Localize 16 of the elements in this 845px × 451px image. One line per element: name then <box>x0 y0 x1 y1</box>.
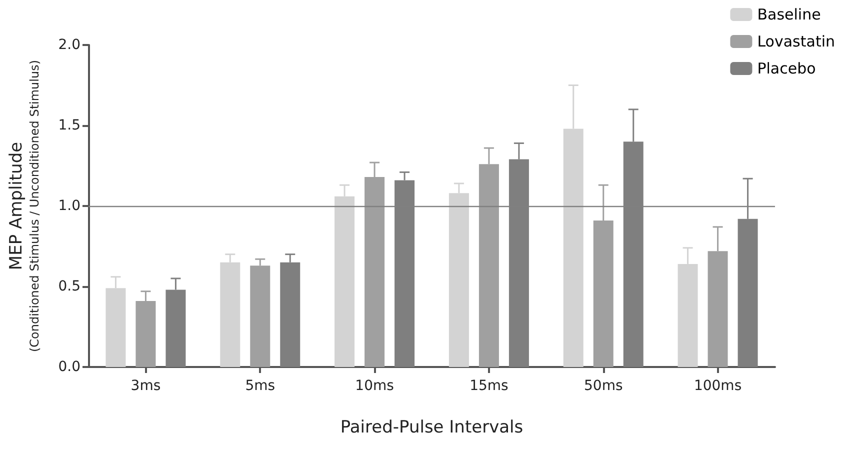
y-tick-label: 1.0 <box>58 198 80 214</box>
x-tick-label: 5ms <box>245 378 276 394</box>
y-axis-title: MEP Amplitude (Conditioned Stimulus / Unconditioned Stimulus) <box>6 60 42 352</box>
y-tick-label: 0.5 <box>58 278 80 294</box>
legend-label: Placebo <box>757 60 816 78</box>
legend-label: Baseline <box>757 6 821 24</box>
x-tick-label: 15ms <box>470 378 508 394</box>
legend-label: Lovastatin <box>757 32 836 50</box>
x-tick-label: 3ms <box>130 378 161 394</box>
x-tick-label: 10ms <box>355 378 394 394</box>
x-tick-label: 50ms <box>584 378 623 394</box>
x-axis-title: Paired-Pulse Intervals <box>340 418 524 438</box>
y-tick-label: 1.5 <box>58 118 80 134</box>
y-tick-label: 0.0 <box>58 359 80 375</box>
y-tick-label: 2.0 <box>58 37 80 53</box>
x-tick-label: 100ms <box>694 378 742 394</box>
